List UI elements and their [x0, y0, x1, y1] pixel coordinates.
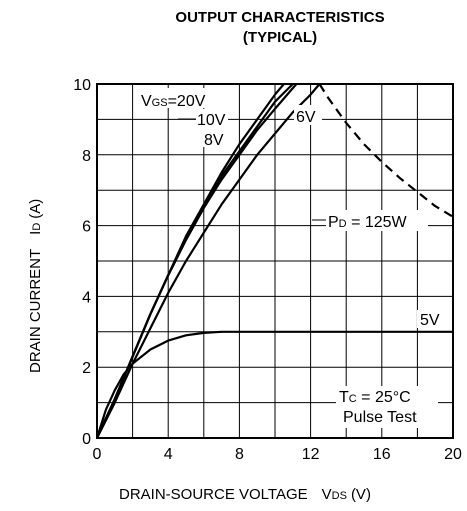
label-bg — [202, 128, 228, 147]
series-line — [95, 83, 298, 439]
label-6v: 6V — [296, 109, 316, 126]
plot-frame — [96, 83, 454, 439]
label-5v: 5V — [420, 312, 440, 329]
y-axis-label: DRAIN CURRENTID(A) — [27, 199, 44, 373]
label-tc: TC = 25°C — [339, 389, 411, 406]
x-tick-label: 4 — [164, 446, 173, 463]
series-line — [96, 83, 321, 439]
grid — [97, 84, 453, 438]
x-tick-label: 12 — [302, 446, 320, 463]
label-pd: PD = 125W — [328, 214, 408, 231]
label-bg — [196, 109, 228, 128]
label-8v: 8V — [204, 132, 224, 149]
chart-title: OUTPUT CHARACTERISTICS — [175, 9, 385, 26]
label-bg — [137, 88, 225, 108]
y-tick-label: 8 — [82, 148, 91, 165]
y-tick-label: 6 — [82, 219, 91, 236]
x-tick-label: 8 — [235, 446, 244, 463]
curve-labels: VGS=20V 10V 8V 6V 5V PD = 125W TC = 25°C… — [137, 88, 447, 428]
x-tick-label: 0 — [93, 446, 102, 463]
chart-subtitle: (TYPICAL) — [242, 29, 318, 46]
y-tick-label: 0 — [82, 431, 91, 448]
label-10v: 10V — [197, 112, 226, 129]
x-tick-label: 16 — [373, 446, 391, 463]
label-bg — [326, 210, 428, 231]
x-axis-label: DRAIN-SOURCE VOLTAGE VDS (V) — [119, 486, 371, 503]
y-tick-label: 10 — [73, 77, 91, 94]
series-line — [318, 83, 454, 218]
label-pulse-test: Pulse Test — [343, 409, 417, 426]
label-bg — [417, 310, 447, 328]
y-tick-label: 2 — [82, 360, 91, 377]
curves — [95, 83, 454, 439]
y-tick-label: 4 — [82, 289, 91, 306]
label-bg — [336, 386, 438, 428]
x-tick-label: 20 — [444, 446, 462, 463]
label-vgs20: VGS=20V — [141, 93, 206, 110]
label-bg — [294, 105, 322, 125]
series-line — [95, 330, 453, 439]
